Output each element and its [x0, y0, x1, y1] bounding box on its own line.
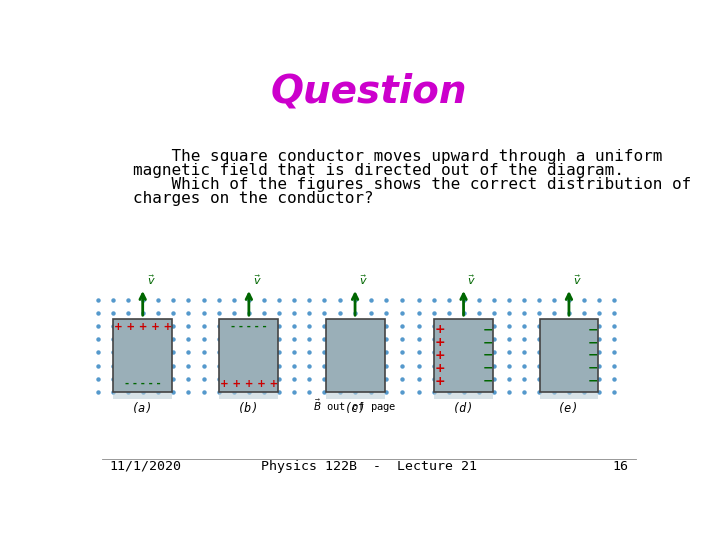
Text: −: − [588, 375, 598, 388]
Text: −: − [588, 323, 598, 336]
Text: charges on the conductor?: charges on the conductor? [132, 191, 373, 206]
Text: −: − [588, 336, 598, 349]
Bar [220, 392, 279, 399]
Text: + + + + +: + + + + + [114, 322, 172, 332]
Text: + + + + +: + + + + + [220, 379, 278, 389]
Bar [539, 319, 598, 392]
Text: (a): (a) [132, 402, 153, 415]
Text: - - - - -: - - - - - [231, 322, 266, 332]
Text: $\vec{v}$: $\vec{v}$ [253, 274, 261, 287]
Text: Which of the figures shows the correct distribution of: Which of the figures shows the correct d… [132, 177, 691, 192]
Text: $\vec{v}$: $\vec{v}$ [467, 274, 476, 287]
Text: $\vec{B}$ out of page: $\vec{B}$ out of page [313, 397, 397, 415]
Text: (c): (c) [344, 402, 366, 415]
Text: −: − [482, 349, 492, 362]
Text: −: − [588, 349, 598, 362]
Text: $\vec{v}$: $\vec{v}$ [359, 274, 368, 287]
Bar [113, 319, 172, 392]
Text: The square conductor moves upward through a uniform: The square conductor moves upward throug… [132, 150, 662, 165]
Text: −: − [588, 362, 598, 375]
Text: $\vec{v}$: $\vec{v}$ [147, 274, 156, 287]
Text: - - - - -: - - - - - [125, 379, 161, 389]
Text: −: − [482, 362, 492, 375]
Bar [539, 392, 598, 399]
Text: Physics 122B  -  Lecture 21: Physics 122B - Lecture 21 [261, 460, 477, 473]
Bar [113, 392, 172, 399]
Text: magnetic field that is directed out of the diagram.: magnetic field that is directed out of t… [132, 164, 624, 178]
Text: +: + [434, 375, 445, 388]
Bar [325, 319, 384, 392]
Text: $\vec{v}$: $\vec{v}$ [573, 274, 582, 287]
Text: 16: 16 [613, 460, 629, 473]
Text: Question: Question [271, 73, 467, 111]
Bar [434, 319, 493, 392]
Text: −: − [482, 336, 492, 349]
Text: (b): (b) [238, 402, 260, 415]
Text: −: − [482, 375, 492, 388]
Text: (e): (e) [558, 402, 580, 415]
Bar [434, 392, 493, 399]
Bar [220, 319, 279, 392]
Text: +: + [434, 323, 445, 336]
Text: 11/1/2020: 11/1/2020 [109, 460, 181, 473]
Bar [325, 392, 384, 399]
Text: +: + [434, 349, 445, 362]
Text: +: + [434, 336, 445, 349]
Text: −: − [482, 323, 492, 336]
Text: +: + [434, 362, 445, 375]
Text: (d): (d) [453, 402, 474, 415]
